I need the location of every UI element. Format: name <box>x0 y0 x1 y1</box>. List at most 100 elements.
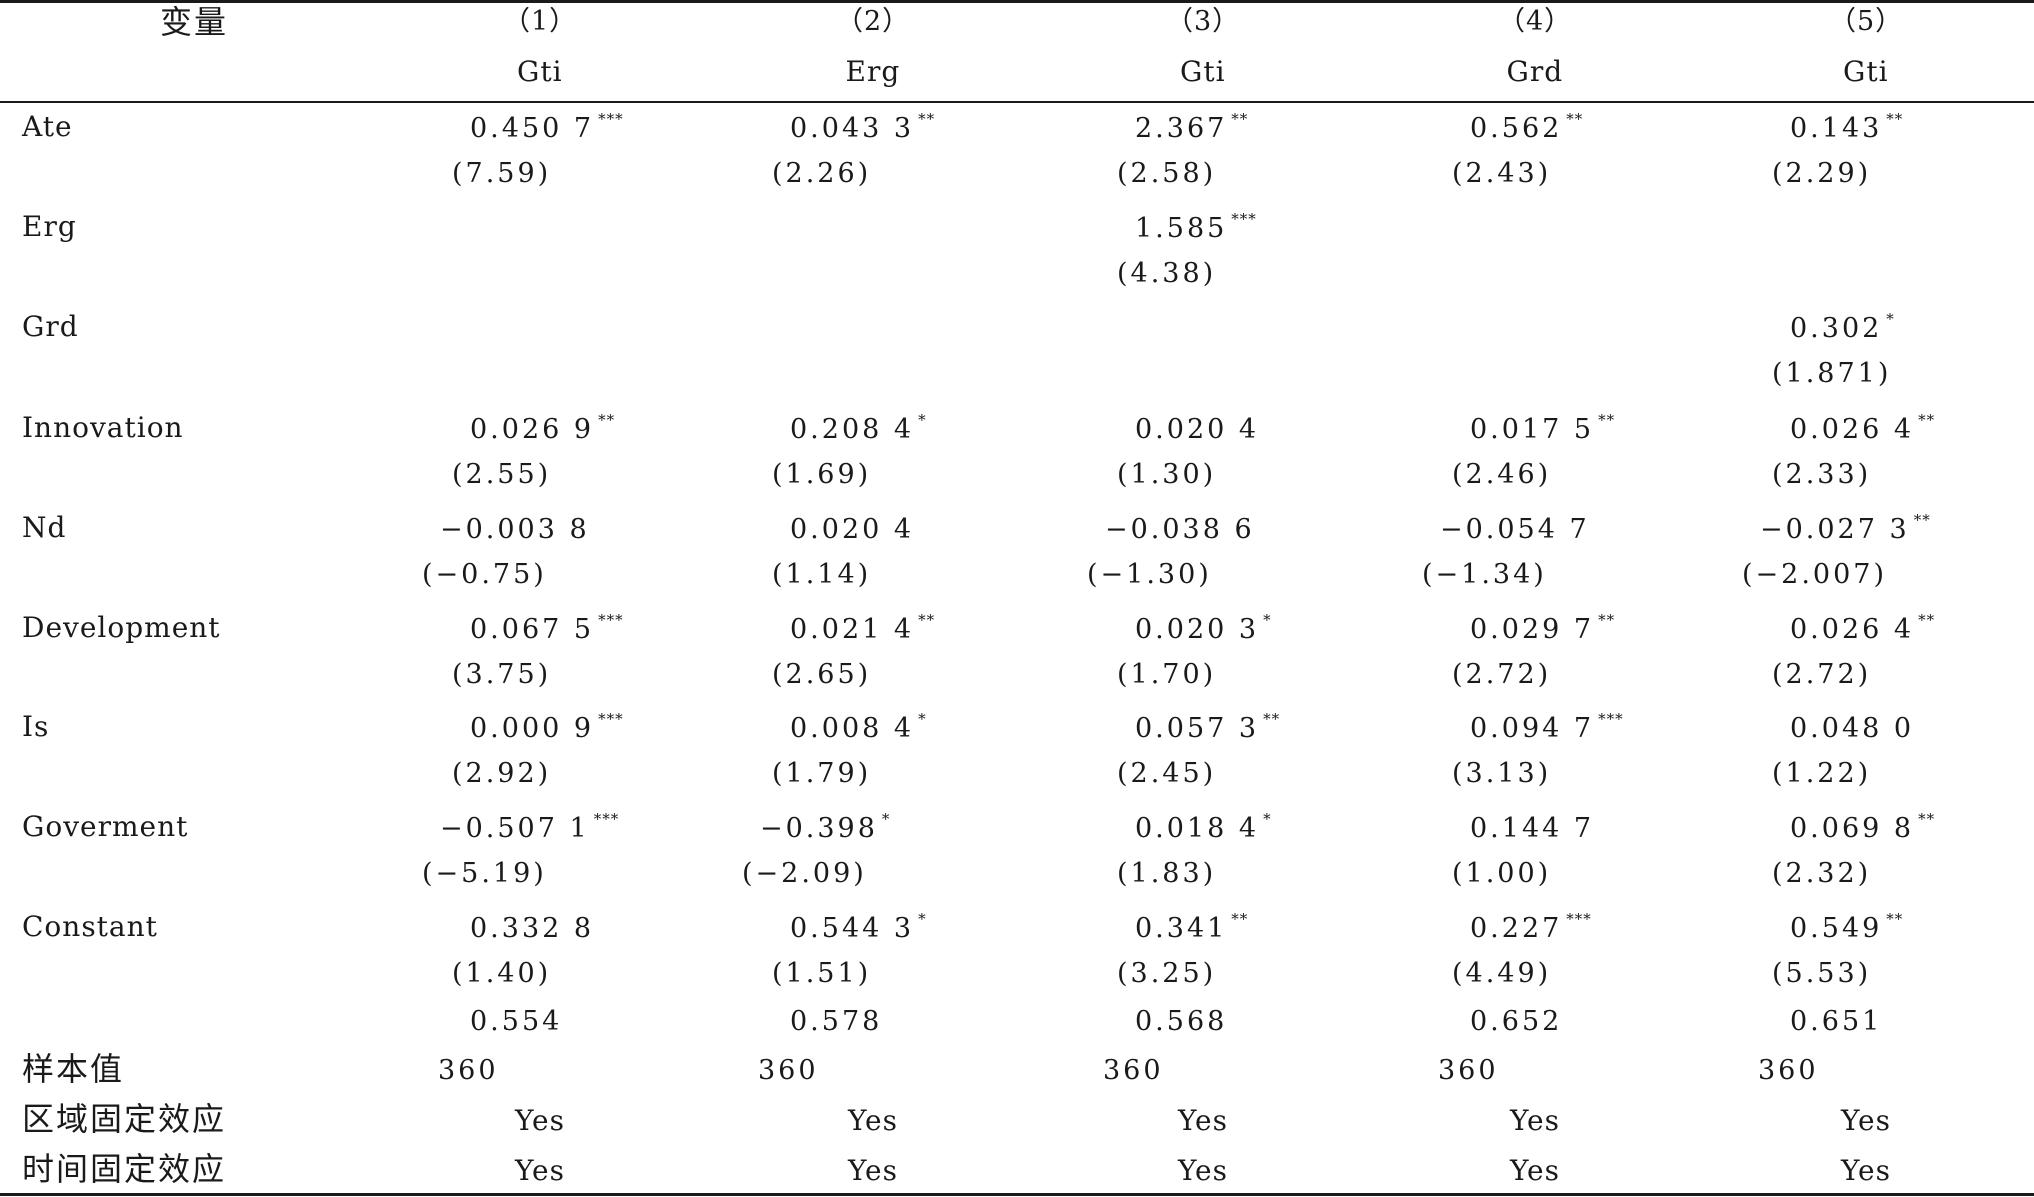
coefficient-cell: 0.057 3 ** <box>1135 712 1280 744</box>
coefficient-cell: 0.026 9 ** <box>470 413 615 444</box>
significance-stars: ** <box>1918 411 1936 429</box>
coefficient-cell: 0.143 ** <box>1790 112 1903 144</box>
significance-stars: *** <box>1598 710 1624 728</box>
t-statistic: (2.45) <box>1117 758 1217 789</box>
t-statistic: (2.43) <box>1452 158 1552 189</box>
significance-stars: *** <box>598 710 624 728</box>
significance-stars: ** <box>1918 611 1936 629</box>
t-statistic: (3.75) <box>452 659 552 690</box>
significance-stars: *** <box>1566 910 1592 928</box>
footer-value: 360 <box>758 1055 819 1086</box>
significance-stars: ** <box>598 411 616 429</box>
coefficient-cell: 0.208 4 * <box>790 413 927 444</box>
t-statistic: (−5.19) <box>422 858 547 889</box>
footer-value: Yes <box>848 1154 898 1187</box>
t-statistic: (−1.30) <box>1087 559 1212 590</box>
t-statistic: (2.26) <box>772 158 872 189</box>
significance-stars: ** <box>1263 710 1281 728</box>
significance-stars: ** <box>1598 411 1616 429</box>
column-dependent-variable: Erg <box>845 55 901 88</box>
t-statistic: (1.83) <box>1117 858 1217 889</box>
significance-stars: * <box>1263 611 1272 629</box>
footer-row-label: 样本值 <box>22 1050 125 1088</box>
coefficient-cell: 0.227 *** <box>1470 912 1592 944</box>
coefficient-cell: −0.038 6 <box>1105 516 1255 543</box>
t-statistic: (2.72) <box>1772 659 1872 690</box>
t-statistic: (2.29) <box>1772 158 1872 189</box>
coefficient-value: −0.054 7 <box>1440 514 1590 545</box>
t-statistic: (3.25) <box>1117 958 1217 989</box>
column-dependent-variable: Gti <box>517 55 563 88</box>
t-statistic: (1.70) <box>1117 659 1217 690</box>
coefficient-cell: 0.048 0 <box>1790 715 1914 742</box>
significance-stars: ** <box>918 611 936 629</box>
table-top-rule <box>0 0 2034 3</box>
significance-stars: * <box>1886 310 1895 328</box>
significance-stars: * <box>881 810 891 828</box>
significance-stars: ** <box>1231 910 1249 928</box>
footer-value: 360 <box>1103 1055 1164 1086</box>
significance-stars: *** <box>598 110 624 128</box>
coefficient-cell: 0.544 3 * <box>790 912 927 944</box>
coefficient-cell: 0.021 4 ** <box>790 613 935 644</box>
significance-stars: *** <box>598 611 624 629</box>
t-statistic: (2.72) <box>1452 659 1552 690</box>
footer-row-label: 区域固定效应 <box>22 1100 227 1138</box>
coefficient-cell: 0.341 ** <box>1135 912 1248 943</box>
coefficient-cell: 0.026 4 ** <box>1790 613 1935 644</box>
t-statistic: (1.40) <box>452 958 552 989</box>
significance-stars: * <box>918 411 927 429</box>
significance-stars: * <box>918 910 927 928</box>
coefficient-cell: 0.094 7 *** <box>1470 712 1624 743</box>
coefficient-value: −0.507 1 <box>440 813 590 844</box>
t-statistic: (7.59) <box>452 158 552 189</box>
coefficient-value: 0.029 7 <box>1470 614 1595 645</box>
significance-stars: *** <box>1231 210 1257 228</box>
coefficient-cell: 0.450 7 *** <box>470 112 624 143</box>
row-label: Goverment <box>22 810 189 843</box>
row-label: Development <box>22 611 221 644</box>
coefficient-value: 0.067 5 <box>470 614 595 645</box>
t-statistic: (1.22) <box>1772 758 1872 789</box>
coefficient-cell: 0.000 9 *** <box>470 712 624 744</box>
column-number: （3） <box>1166 6 1241 37</box>
coefficient-value: 0.008 4 <box>790 713 915 744</box>
coefficient-cell: 0.144 7 <box>1470 815 1594 842</box>
coefficient-cell: −0.507 1 *** <box>440 812 619 844</box>
t-statistic: (1.30) <box>1117 459 1217 490</box>
coefficient-value: 0.143 <box>1790 113 1883 144</box>
coefficient-cell: 0.020 4 <box>790 516 914 543</box>
t-statistic: (1.00) <box>1452 858 1552 889</box>
coefficient-cell: 2.367 ** <box>1135 112 1248 143</box>
row-label: Is <box>22 710 50 743</box>
coefficient-cell: 0.018 4 * <box>1135 812 1272 844</box>
fit-statistic: 0.652 <box>1470 1006 1563 1037</box>
coefficient-value: 0.048 0 <box>1790 713 1915 744</box>
coefficient-value: 0.018 4 <box>1135 813 1260 844</box>
t-statistic: (4.49) <box>1452 958 1552 989</box>
coefficient-value: 0.026 4 <box>1790 414 1915 445</box>
fit-statistic: 0.568 <box>1135 1006 1228 1037</box>
coefficient-value: 0.302 <box>1790 313 1883 344</box>
coefficient-value: 0.057 3 <box>1135 713 1260 744</box>
t-statistic: (1.14) <box>772 559 872 590</box>
footer-row-label: 时间固定效应 <box>22 1150 227 1188</box>
coefficient-value: 0.000 9 <box>470 713 595 744</box>
coefficient-value: 0.020 4 <box>1135 414 1260 445</box>
t-statistic: (−1.34) <box>1422 559 1547 590</box>
t-statistic: (2.46) <box>1452 459 1552 490</box>
coefficient-value: 0.544 3 <box>790 913 915 944</box>
column-number: （2） <box>836 6 911 37</box>
t-statistic: (−2.007) <box>1742 559 1887 590</box>
footer-value: Yes <box>1841 1104 1891 1137</box>
footer-value: Yes <box>848 1104 898 1137</box>
coefficient-cell: 0.020 3 * <box>1135 613 1272 644</box>
coefficient-cell: −0.027 3 ** <box>1760 513 1931 544</box>
significance-stars: ** <box>1231 110 1249 128</box>
column-dependent-variable: Gti <box>1180 55 1226 88</box>
coefficient-value: 0.020 4 <box>790 514 915 545</box>
column-dependent-variable: Grd <box>1506 55 1564 88</box>
coefficient-value: 0.227 <box>1470 913 1563 944</box>
coefficient-value: 0.017 5 <box>1470 414 1595 445</box>
coefficient-value: 0.549 <box>1790 913 1883 944</box>
